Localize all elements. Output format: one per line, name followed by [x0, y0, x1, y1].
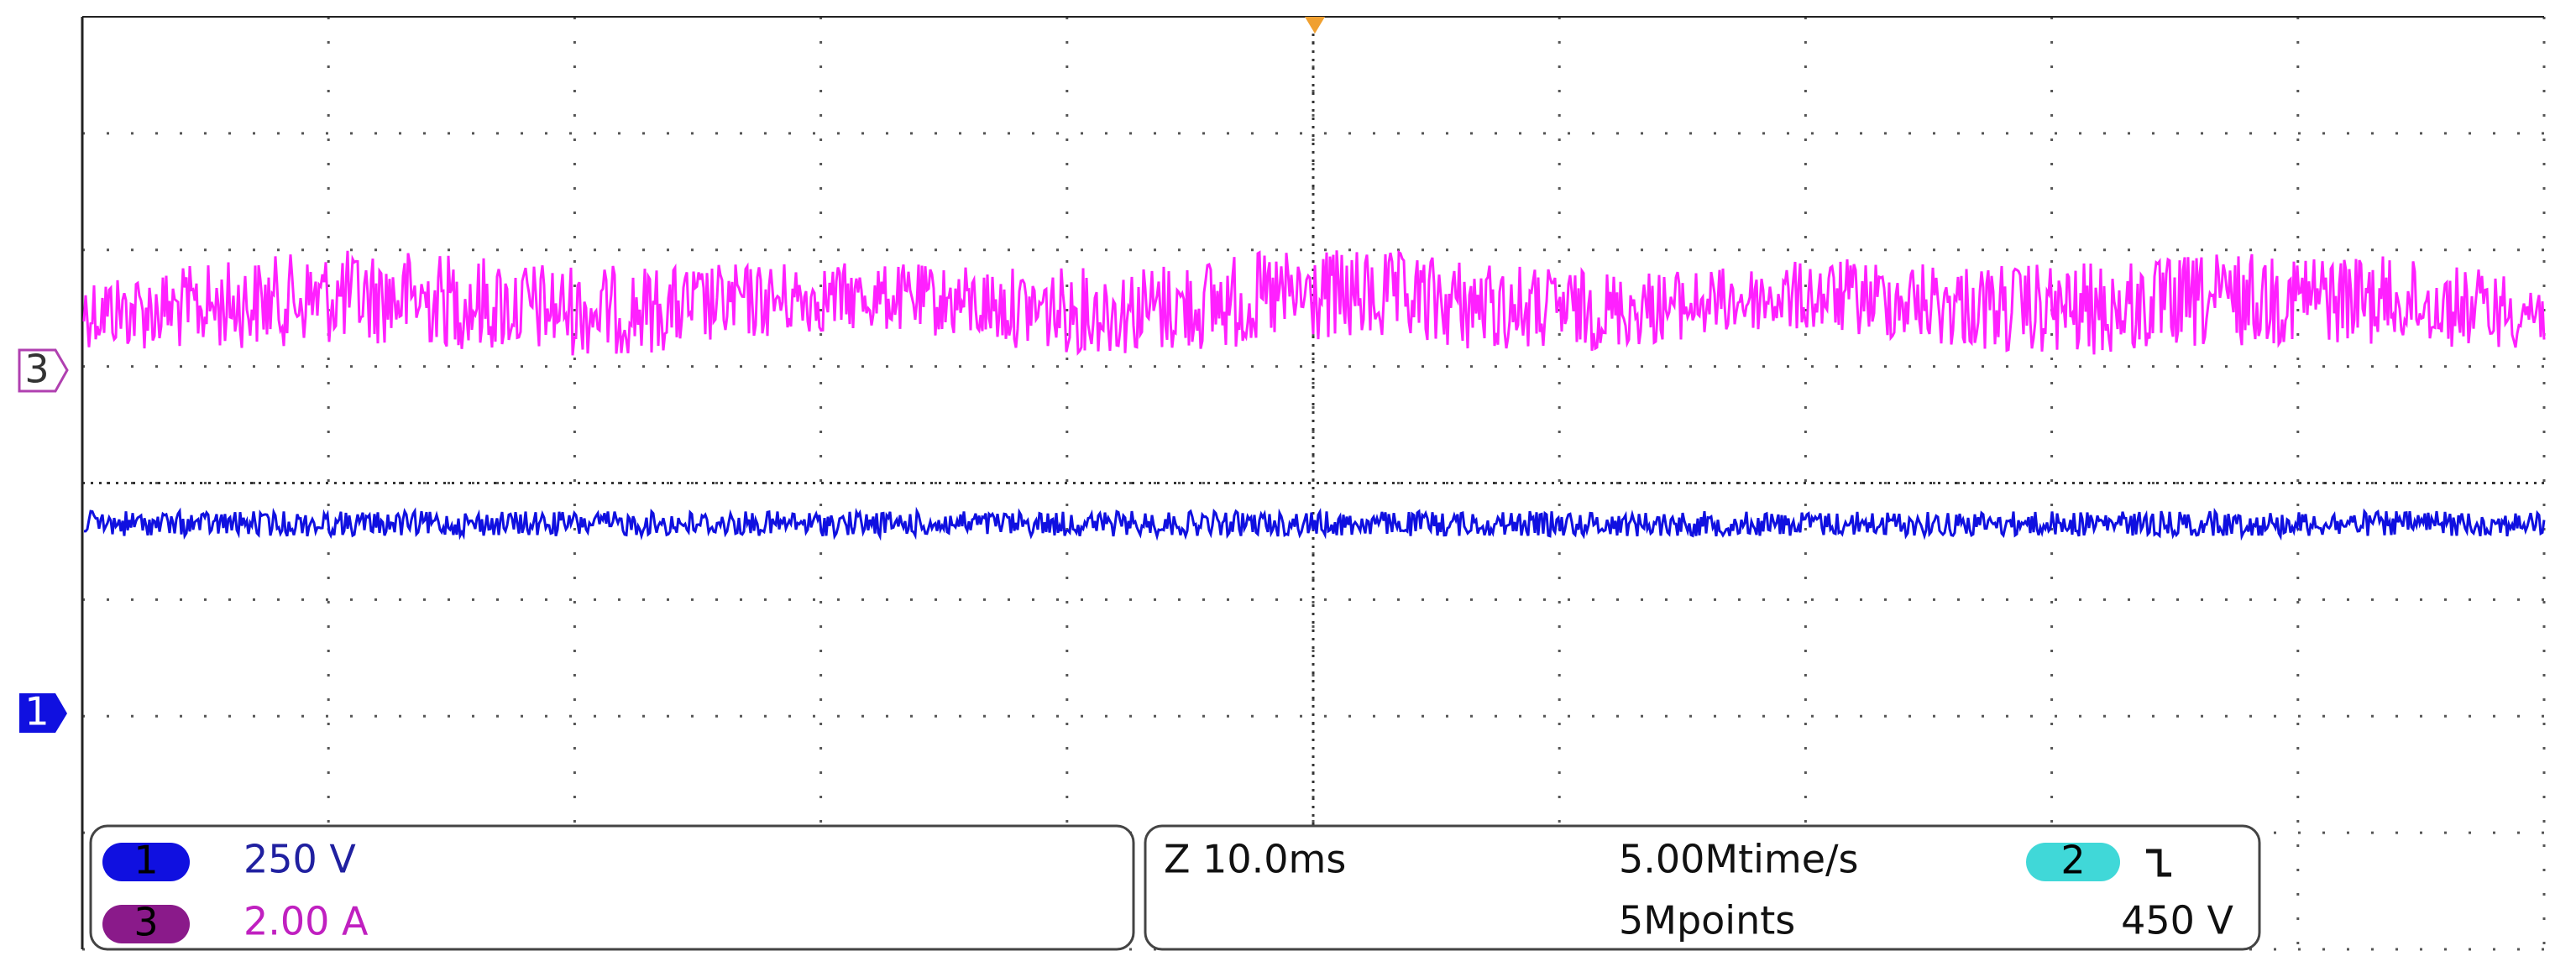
ch1-marker-label: 1: [24, 689, 49, 734]
sample-rate: 5.00Mtime/s: [1619, 837, 1859, 882]
trigger-badge-label: 2: [2060, 838, 2085, 883]
ch1-badge: [102, 843, 190, 881]
trigger-position-marker: [1305, 17, 1325, 34]
ch1-marker: 1: [19, 689, 67, 734]
ch3-scale: 2.00 A: [243, 899, 369, 944]
info-box-frame: [1144, 824, 2261, 951]
ch3-marker-label: 3: [24, 347, 49, 392]
ch1-scale: 250 V: [243, 837, 356, 882]
waveforms: [82, 249, 2546, 541]
ch3-marker: 3: [18, 347, 69, 393]
ch3-marker-shape: [18, 348, 69, 393]
ch3-badge: [102, 905, 190, 943]
waveform-ch3: [82, 249, 2546, 356]
ch1-badge-label: 1: [134, 838, 158, 883]
trigger-badge: [2026, 843, 2120, 881]
channel-info-box: 1 250 V 3 2.00 A: [89, 824, 1135, 951]
ch1-marker-shape: [19, 693, 67, 733]
info-box-frame: [89, 824, 1135, 951]
waveform-ch1: [84, 506, 2546, 541]
record-length: 5Mpoints: [1619, 898, 1795, 943]
acquisition-info-box: Z 10.0ms 5.00Mtime/s 5Mpoints 2 450 V: [1144, 824, 2261, 951]
zoom-time: Z 10.0ms: [1164, 837, 1346, 882]
trigger-level: 450 V: [2121, 898, 2233, 943]
ch3-badge-label: 3: [134, 900, 158, 945]
trigger-slope-icon: [2146, 849, 2171, 877]
